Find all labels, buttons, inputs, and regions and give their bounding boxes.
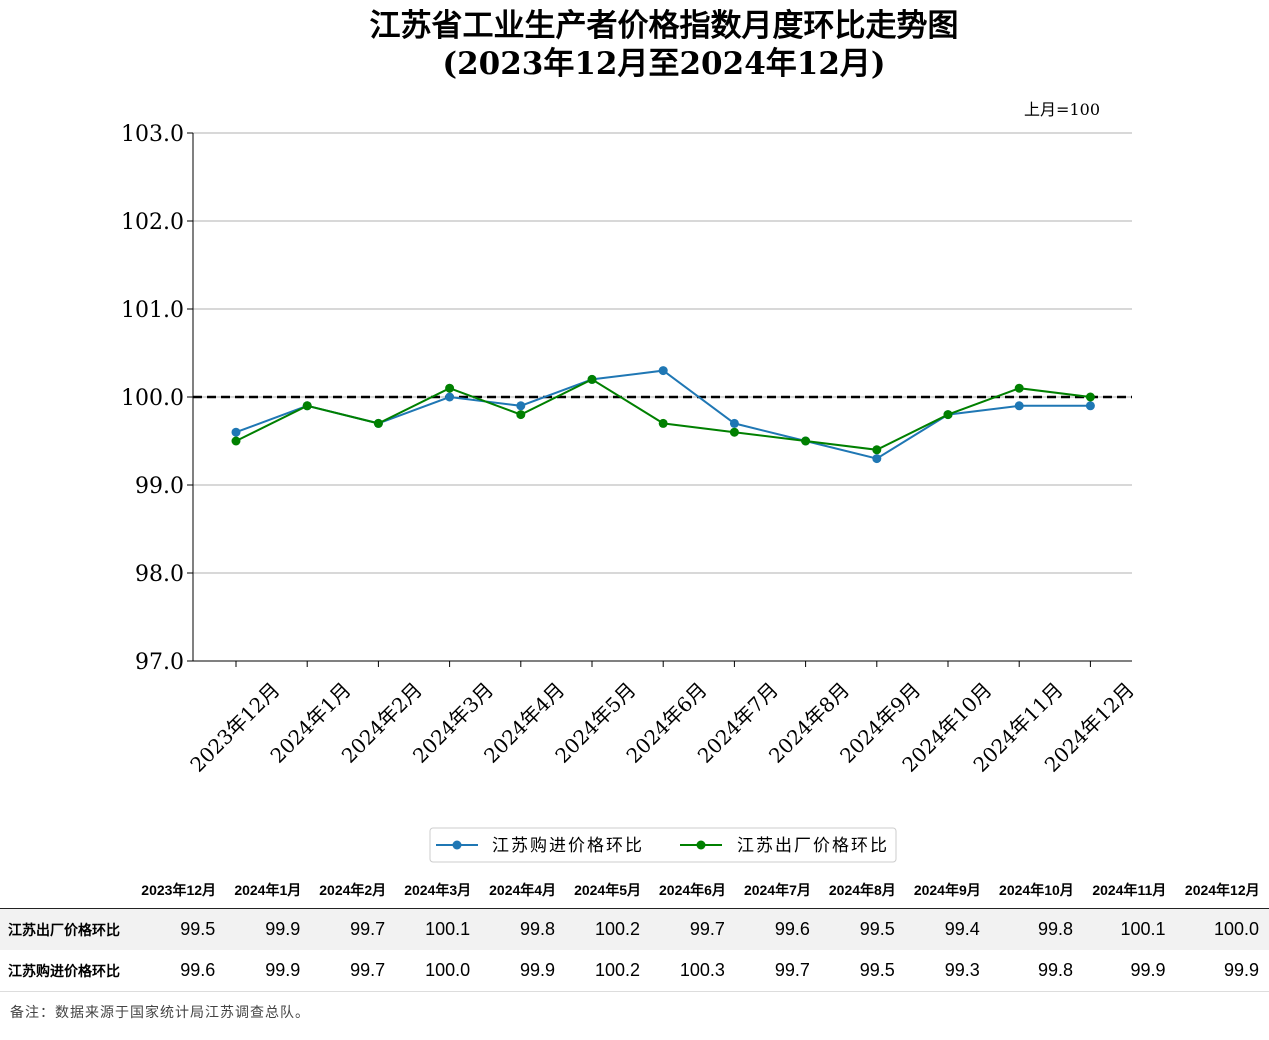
table-cell: 100.2 [565, 950, 650, 992]
table-cell: 99.5 [132, 908, 226, 950]
table-cell: 99.9 [225, 908, 311, 950]
table-cell: 100.1 [395, 908, 481, 950]
series-1-point [872, 445, 882, 455]
y-tick-label: 101.0 [121, 298, 184, 323]
y-tick-label: 98.0 [135, 562, 184, 587]
table-cell: 100.0 [1175, 908, 1269, 950]
table-cell: 99.4 [904, 908, 990, 950]
table-cell: 99.6 [132, 950, 226, 992]
table-cell: 100.3 [650, 950, 735, 992]
col-header: 2024年5月 [565, 872, 650, 909]
series-1-point [658, 418, 668, 428]
table-cell: 99.7 [650, 908, 735, 950]
series-1-point [445, 383, 455, 393]
chart-subtitle: (2023年12月至2024年12月) [442, 46, 885, 82]
series-1-point [373, 418, 383, 428]
y-tick-label: 102.0 [121, 210, 184, 235]
col-header: 2024年7月 [734, 872, 820, 909]
table-cell: 99.9 [1175, 950, 1269, 992]
col-header: 2024年10月 [989, 872, 1084, 909]
series-1-point [801, 436, 811, 446]
col-header: 2023年12月 [132, 872, 226, 909]
col-header: 2024年2月 [310, 872, 396, 909]
axes: 97.0 98.0 99.0 100.0 101.0 102.0 103.0 2023年12月… [121, 122, 1139, 777]
table-cell: 99.9 [1083, 950, 1176, 992]
table-cell: 99.3 [904, 950, 990, 992]
chart-legend: 江苏购进价格环比 江苏出厂价格环比 [429, 827, 897, 863]
row-label: 江苏购进价格环比 [0, 950, 132, 992]
legend-marker-factory [696, 840, 706, 850]
series-0-point [729, 418, 739, 428]
series-0-point [1014, 401, 1024, 411]
table-row-factory: 江苏出厂价格环比 99.5 99.9 99.7 100.1 99.8 100.2… [0, 908, 1269, 950]
col-header: 2024年6月 [650, 872, 735, 909]
series-line-0 [235, 369, 1091, 460]
series-1-point [587, 374, 597, 384]
col-header: 2024年1月 [225, 872, 311, 909]
col-header: 2024年12月 [1175, 872, 1269, 909]
table-corner-cell [0, 872, 132, 909]
table-cell: 99.9 [225, 950, 311, 992]
series-line-1 [235, 378, 1091, 451]
series-0-point [872, 454, 882, 464]
series-group [231, 366, 1095, 464]
table-cell: 99.8 [480, 908, 566, 950]
data-table: 2023年12月 2024年1月 2024年2月 2024年3月 2024年4月… [0, 872, 1269, 992]
series-1-point [516, 410, 526, 420]
series-0-point [231, 427, 241, 437]
legend-marker-purchase [452, 840, 462, 850]
series-1-point [302, 401, 312, 411]
y-tick-label: 97.0 [135, 650, 184, 675]
series-1-point [729, 427, 739, 437]
series-0-point [1085, 401, 1095, 411]
y-tick-label: 103.0 [121, 122, 184, 147]
table-cell: 99.6 [734, 908, 820, 950]
legend-label-purchase: 江苏购进价格环比 [492, 836, 644, 856]
series-1-point [943, 410, 953, 420]
y-tick-label: 100.0 [121, 386, 184, 411]
table-cell: 99.7 [310, 950, 396, 992]
series-0-point [516, 401, 526, 411]
table-cell: 99.8 [989, 908, 1084, 950]
unit-note: 上月=100 [1024, 100, 1100, 119]
footnote: 备注：数据来源于国家统计局江苏调查总队。 [10, 1005, 310, 1021]
table-cell: 100.1 [1083, 908, 1176, 950]
table-cell: 100.0 [395, 950, 481, 992]
legend-label-factory: 江苏出厂价格环比 [737, 836, 889, 856]
table-cell: 99.9 [480, 950, 566, 992]
table-cell: 99.7 [310, 908, 396, 950]
grid-lines [193, 132, 1132, 574]
x-tick-label: 2023年12月 [185, 678, 284, 777]
line-chart: 江苏省工业生产者价格指数月度环比走势图 (2023年12月至2024年12月) … [121, 8, 1139, 863]
chart-title: 江苏省工业生产者价格指数月度环比走势图 [370, 8, 959, 44]
table-cell: 99.8 [989, 950, 1084, 992]
series-0-point [658, 366, 668, 376]
row-label: 江苏出厂价格环比 [0, 908, 132, 950]
table-cell: 99.5 [819, 950, 905, 992]
legend-frame [429, 827, 897, 863]
col-header: 2024年9月 [904, 872, 990, 909]
series-1-point [1085, 392, 1095, 402]
col-header: 2024年3月 [395, 872, 481, 909]
col-header: 2024年11月 [1083, 872, 1176, 909]
table-cell: 99.5 [819, 908, 905, 950]
table-cell: 100.2 [565, 908, 650, 950]
series-1-point [1014, 383, 1024, 393]
y-tick-label: 99.0 [135, 474, 184, 499]
col-header: 2024年8月 [819, 872, 905, 909]
table-cell: 99.7 [734, 950, 820, 992]
series-1-point [231, 436, 241, 446]
col-header: 2024年4月 [480, 872, 566, 909]
table-header-row: 2023年12月 2024年1月 2024年2月 2024年3月 2024年4月… [0, 872, 1269, 909]
table-row-purchase: 江苏购进价格环比 99.6 99.9 99.7 100.0 99.9 100.2… [0, 950, 1269, 992]
series-0-point [445, 392, 455, 402]
